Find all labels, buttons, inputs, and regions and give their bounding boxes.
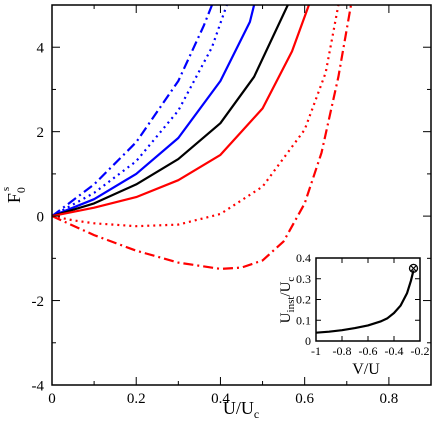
- svg-text:U/Uc: U/Uc: [223, 398, 259, 421]
- main-x-axis-title: U/Uc: [223, 398, 259, 421]
- main-y-tick-label: 4: [37, 40, 45, 56]
- main-x-label-sub: c: [254, 407, 259, 421]
- inset-x-tick-label: -1: [311, 344, 321, 358]
- main-y-label-sup: s: [0, 187, 12, 191]
- main-y-tick-label: 2: [37, 125, 45, 141]
- inset-series-clip: [316, 270, 415, 334]
- main-series-line-7: [52, 5, 353, 270]
- inset-x-tick-label: -0.4: [385, 344, 404, 358]
- main-y-tick-label: 0: [37, 209, 45, 225]
- inset-x-tick-label: -0.6: [359, 344, 378, 358]
- main-x-tick-label: 0.4: [211, 391, 230, 407]
- main-x-tick-label: 0: [48, 391, 56, 407]
- main-series-line-5: [52, 5, 310, 218]
- main-series-line-3: [52, 5, 256, 218]
- inset-x-axis-title: V/U: [352, 361, 380, 378]
- inset-y-label-sub: inst: [285, 297, 297, 313]
- main-y-tick-label: -2: [32, 294, 45, 310]
- inset-x-tick-label: -0.2: [411, 344, 430, 358]
- inset-y-label-tail: /U: [278, 281, 294, 296]
- main-series-clip: [52, 5, 353, 270]
- main-x-tick-label: 0.8: [380, 391, 399, 407]
- main-series-line-2: [52, 5, 228, 218]
- inset-x-label: V/U: [352, 361, 380, 378]
- inset-y-tick-label: 0.3: [296, 272, 311, 286]
- main-series-group: [52, 5, 353, 270]
- main-y-label: F: [4, 193, 24, 203]
- inset-endpoint-marker: [408, 263, 419, 274]
- inset-plot: -1 -0.8 -0.6 -0.4 -0.2 0 0.1 0.2 0.3 0.4 V/U Uins…: [278, 251, 430, 378]
- inset-series-line-1: [316, 270, 415, 334]
- svg-text:Uinst/Uc: Uinst/Uc: [278, 277, 297, 324]
- main-plot-frame: [51, 4, 432, 386]
- main-y-axis-title: F0s: [0, 187, 28, 203]
- inset-y-axis-title: Uinst/Uc: [278, 277, 297, 324]
- main-series-line-1: [52, 5, 214, 217]
- main-x-tick-label: 0.2: [127, 391, 146, 407]
- inset-y-tick-label: 0.2: [296, 293, 311, 307]
- main-x-label: U/U: [223, 398, 254, 418]
- inset-y-tick-label: 0.1: [296, 313, 311, 327]
- inset-y-label-tail-sub: c: [285, 277, 297, 282]
- main-y-tick-label: -4: [32, 378, 45, 394]
- svg-text:F0s: F0s: [0, 187, 28, 203]
- main-y-label-sub: 0: [14, 187, 28, 193]
- inset-x-tick-label: -0.8: [333, 344, 352, 358]
- main-ticks-group: 0 0.2 0.4 0.6 0.8 -4 -2 0 2 4: [32, 4, 432, 407]
- inset-y-label: U: [278, 312, 294, 323]
- inset-y-tick-label: 0.4: [296, 251, 311, 265]
- main-series-line-4: [52, 5, 289, 218]
- inset-series-group: [316, 263, 419, 334]
- inset-y-tick-label: 0: [305, 334, 311, 348]
- inset-ticks-group: -1 -0.8 -0.6 -0.4 -0.2 0 0.1 0.2 0.3 0.4: [296, 251, 430, 358]
- main-x-tick-label: 0.6: [295, 391, 314, 407]
